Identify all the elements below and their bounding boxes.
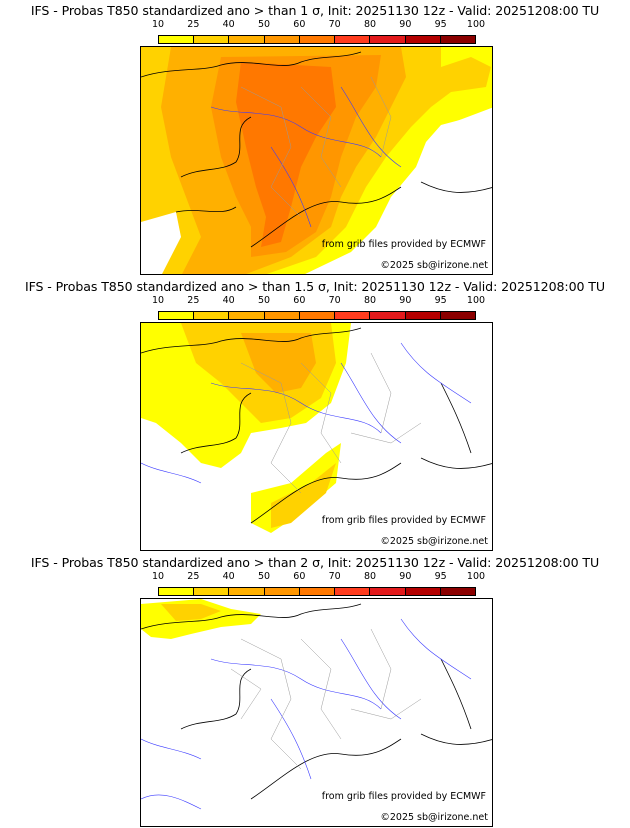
- panel-title: IFS - Probas T850 standardized ano > tha…: [24, 279, 606, 294]
- sea-area: [441, 107, 492, 192]
- map-panel-1: IFS - Probas T850 standardized ano > tha…: [0, 0, 630, 276]
- rivers: [141, 618, 472, 810]
- colorbar-segment: [370, 36, 406, 43]
- rivers: [141, 342, 472, 484]
- colorbar-tick-label: 95: [434, 571, 447, 582]
- prob-area-25: [271, 463, 336, 528]
- colorbar-segment: [299, 312, 336, 319]
- colorbar-segment: [194, 312, 230, 319]
- colorbar: [158, 587, 476, 596]
- colorbar-tick-label: 25: [187, 295, 200, 306]
- colorbar-segment: [194, 588, 230, 595]
- colorbar-segment: [299, 36, 336, 43]
- colorbar-tick-label: 90: [399, 19, 412, 30]
- panel-title: IFS - Probas T850 standardized ano > tha…: [30, 555, 600, 570]
- colorbar-tick-label: 60: [293, 295, 306, 306]
- colorbar-segment: [335, 312, 371, 319]
- colorbar-tick-label: 80: [363, 19, 377, 30]
- colorbar: [158, 35, 476, 44]
- credit-copyright: ©2025 sb@irizone.net: [380, 536, 488, 547]
- colorbar-tick-label: 70: [328, 571, 341, 582]
- colorbar-tick-label: 40: [222, 19, 235, 30]
- colorbar-segment: [370, 588, 406, 595]
- probability-map: from grib files provided by ECMWF ©2025 …: [140, 598, 493, 827]
- colorbar-tick-label: 90: [399, 295, 412, 306]
- colorbar-tick-label: 60: [293, 19, 306, 30]
- colorbar-tick-label: 100: [466, 19, 486, 30]
- colorbar-tick-label: 100: [466, 571, 486, 582]
- colorbar-segment: [299, 588, 336, 595]
- colorbar: [158, 311, 476, 320]
- colorbar-segment: [229, 36, 265, 43]
- colorbar-tick-label: 80: [363, 295, 377, 306]
- colorbar-tick-label: 60: [293, 571, 306, 582]
- colorbar-tick-label: 70: [328, 19, 341, 30]
- credit-source: from grib files provided by ECMWF: [321, 791, 486, 802]
- colorbar-segment: [405, 588, 441, 595]
- sea-area: [141, 212, 181, 274]
- map-panel-2: IFS - Probas T850 standardized ano > tha…: [0, 276, 630, 552]
- sea-area: [343, 182, 492, 274]
- colorbar-tick-label: 25: [187, 571, 200, 582]
- map-canvas: [141, 47, 492, 274]
- colorbar-segment: [264, 312, 300, 319]
- credit-source: from grib files provided by ECMWF: [321, 239, 486, 250]
- admin-borders: [240, 76, 392, 218]
- colorbar-segment: [264, 588, 300, 595]
- colorbar-segment: [440, 36, 475, 43]
- map-canvas: [141, 599, 492, 810]
- colorbar-tick-label: 50: [257, 571, 271, 582]
- colorbar-segment: [229, 588, 265, 595]
- colorbar-segment: [405, 312, 441, 319]
- prob-area-25: [161, 604, 221, 621]
- admin-borders: [230, 628, 422, 770]
- colorbar-tick-label: 95: [434, 295, 447, 306]
- probability-map: from grib files provided by ECMWF ©2025 …: [140, 46, 493, 275]
- coastlines: [141, 327, 492, 524]
- colorbar-tick-label: 10: [151, 571, 165, 582]
- colorbar-segment: [440, 312, 475, 319]
- colorbar-tick-label: 50: [257, 19, 271, 30]
- colorbar-segment: [194, 36, 230, 43]
- colorbar-tick-label: 25: [187, 19, 200, 30]
- colorbar-segment: [405, 36, 441, 43]
- rivers: [210, 86, 402, 228]
- colorbar-tick-label: 95: [434, 19, 447, 30]
- map-panel-3: IFS - Probas T850 standardized ano > tha…: [0, 552, 630, 828]
- colorbar-tick-label: 100: [466, 295, 486, 306]
- colorbar-tick-label: 10: [151, 295, 165, 306]
- colorbar-tick-label: 10: [151, 19, 165, 30]
- colorbar-tick-label: 70: [328, 295, 341, 306]
- prob-area-40: [241, 333, 316, 393]
- credit-copyright: ©2025 sb@irizone.net: [380, 812, 488, 823]
- map-canvas: [141, 323, 492, 533]
- colorbar-segment: [159, 312, 195, 319]
- colorbar-segment: [229, 312, 265, 319]
- coastlines: [141, 603, 492, 800]
- colorbar-tick-label: 90: [399, 571, 412, 582]
- colorbar-tick-label: 40: [222, 571, 235, 582]
- colorbar-segment: [159, 588, 195, 595]
- colorbar-segment: [264, 36, 300, 43]
- colorbar-segment: [370, 312, 406, 319]
- colorbar-tick-label: 50: [257, 295, 271, 306]
- credit-copyright: ©2025 sb@irizone.net: [380, 260, 488, 271]
- coastlines: [141, 51, 492, 248]
- colorbar-segment: [440, 588, 475, 595]
- colorbar-segment: [159, 36, 195, 43]
- panel-title: IFS - Probas T850 standardized ano > tha…: [30, 3, 600, 18]
- prob-area-60: [236, 62, 336, 247]
- admin-borders: [240, 352, 422, 494]
- colorbar-tick-label: 80: [363, 571, 377, 582]
- colorbar-segment: [335, 588, 371, 595]
- colorbar-segment: [335, 36, 371, 43]
- credit-source: from grib files provided by ECMWF: [321, 515, 486, 526]
- probability-map: from grib files provided by ECMWF ©2025 …: [140, 322, 493, 551]
- colorbar-tick-label: 40: [222, 295, 235, 306]
